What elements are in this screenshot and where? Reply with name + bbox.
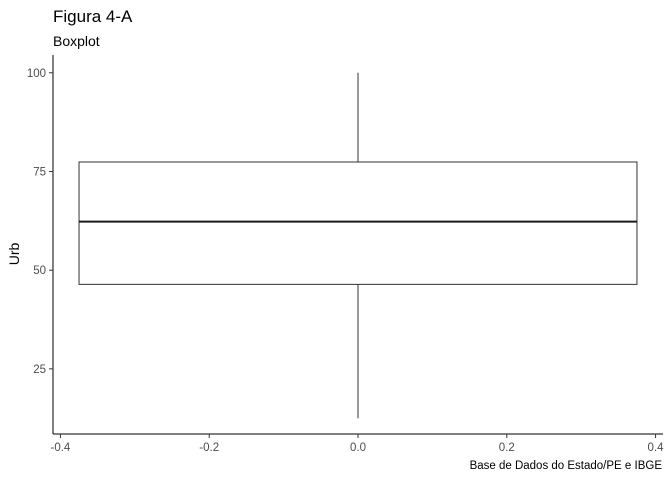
y-tick-label: 50 — [33, 265, 46, 277]
x-tick-label: 0.2 — [499, 442, 515, 454]
chart-subtitle: Boxplot — [53, 33, 100, 49]
x-tick-label: -0.4 — [51, 442, 71, 454]
y-tick-label: 75 — [33, 166, 46, 178]
y-tick-label: 25 — [33, 364, 46, 376]
y-tick-label: 100 — [27, 68, 46, 80]
y-axis-title: Urb — [6, 243, 22, 266]
chart-caption: Base de Dados do Estado/PE e IBGE — [469, 460, 662, 472]
chart-title: Figura 4-A — [53, 7, 133, 26]
x-tick-label: 0.0 — [350, 442, 366, 454]
x-tick-label: -0.2 — [199, 442, 219, 454]
x-tick-label: 0.4 — [648, 442, 665, 454]
iqr-box — [78, 161, 638, 285]
